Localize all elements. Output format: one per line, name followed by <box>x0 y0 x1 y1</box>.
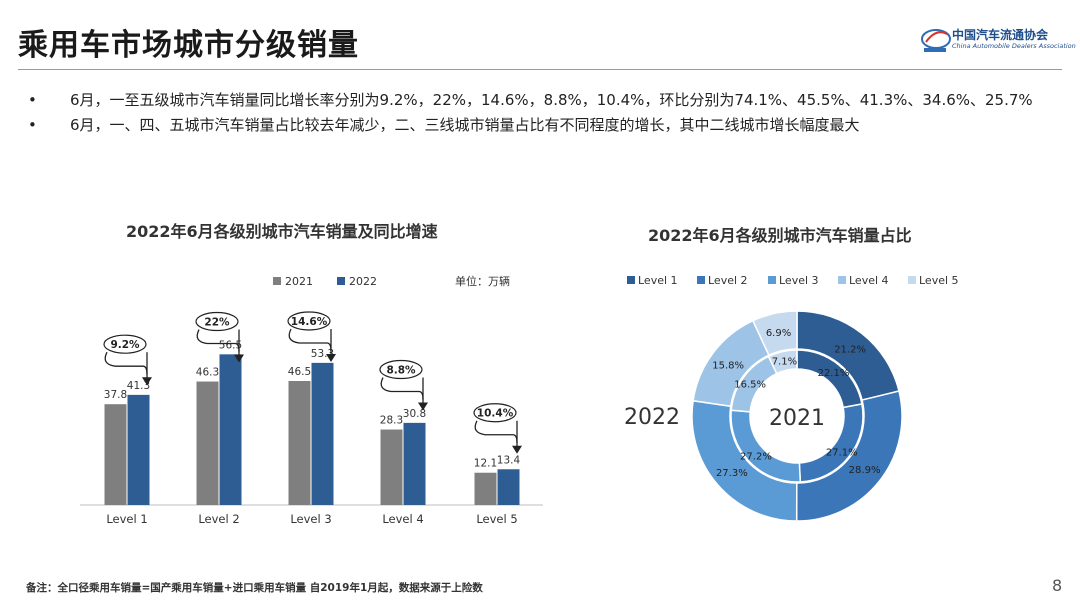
bar-2021 <box>380 429 403 505</box>
bullet-symbol: • <box>28 91 37 109</box>
unit-label: 单位：万辆 <box>455 274 510 288</box>
growth-arrow-head <box>234 354 244 363</box>
growth-arrow-curve <box>104 351 148 375</box>
logo-text-cn: 中国汽车流通协会 <box>952 28 1049 42</box>
bar-2022 <box>219 354 242 505</box>
x-tick-label: Level 1 <box>106 512 147 526</box>
bar-2021 <box>196 381 219 505</box>
bar-2022 <box>311 362 334 505</box>
inner-ring-slice-label: 16.5% <box>734 380 766 391</box>
growth-ellipse <box>379 359 423 380</box>
bullet-list: • 6月，一至五级城市汽车销量同比增长率分别为9.2%，22%，14.6%，8.… <box>18 88 1058 138</box>
bar-value-label-2022: 13.4 <box>497 454 521 466</box>
footnote: 备注：全口径乘用车销量=国产乘用车销量+进口乘用车销量 自2019年1月起，数据… <box>26 582 483 594</box>
bar-2022 <box>497 469 520 505</box>
inner-ring-slice-label: 27.2% <box>740 452 772 463</box>
donut-legend-swatch <box>908 276 916 284</box>
legend-label-2022: 2022 <box>349 275 377 288</box>
bar-value-label-2021: 46.3 <box>196 367 219 379</box>
bar-2022 <box>127 394 150 505</box>
logo-text-en: China Automobile Dealers Association <box>952 42 1076 50</box>
donut-legend-label: Level 2 <box>708 274 748 287</box>
bullet-symbol: • <box>28 116 37 134</box>
x-tick-label: Level 4 <box>382 512 423 526</box>
growth-ellipse <box>473 403 517 423</box>
donut-chart-title: 2022年6月各级别城市汽车销量占比 <box>648 226 912 245</box>
legend-swatch-2022 <box>337 277 345 285</box>
growth-ellipse <box>195 311 239 332</box>
donut-legend-label: Level 4 <box>849 274 889 287</box>
outer-ring-slice-label: 21.2% <box>834 344 866 355</box>
outer-ring-slice-label: 28.9% <box>849 465 881 476</box>
outer-ring-slice <box>751 310 798 357</box>
growth-ellipse <box>103 334 147 354</box>
outer-ring-slice <box>795 390 903 522</box>
bullet-text: 6月，一至五级城市汽车销量同比增长率分别为9.2%，22%，14.6%，8.8%… <box>70 91 1033 109</box>
inner-ring-slice-label: 7.1% <box>772 356 797 367</box>
growth-arrow-head <box>142 377 152 386</box>
inner-ring-slice-label: 27.1% <box>826 447 858 458</box>
cada-logo-icon <box>921 29 951 52</box>
bar-2021 <box>104 404 127 505</box>
x-tick-label: Level 2 <box>198 512 239 526</box>
growth-label: 14.6% <box>291 316 328 328</box>
growth-arrow-head <box>326 354 336 362</box>
header-divider <box>18 69 1062 70</box>
growth-label: 8.8% <box>386 365 416 377</box>
bar-chart-title: 2022年6月各级别城市汽车销量及同比增速 <box>126 222 438 241</box>
bar-value-label-2021: 28.3 <box>380 415 403 427</box>
donut-legend-label: Level 5 <box>919 274 959 287</box>
inner-ring-slice <box>767 349 798 375</box>
bar-2021 <box>474 472 497 505</box>
legend-label-2021: 2021 <box>285 275 313 288</box>
growth-label: 9.2% <box>110 339 140 351</box>
donut-legend-swatch <box>697 276 705 284</box>
bullet-item: • 6月，一至五级城市汽车销量同比增长率分别为9.2%，22%，14.6%，8.… <box>18 88 1058 113</box>
bar-value-label-2021: 12.1 <box>474 458 497 470</box>
bar-2021 <box>288 381 311 505</box>
growth-arrow-head <box>418 402 428 411</box>
growth-arrow-curve <box>474 420 518 443</box>
growth-arrow-head <box>512 445 522 454</box>
bullet-item: • 6月，一、四、五城市汽车销量占比较去年减少，二、三线城市销量占比有不同程度的… <box>18 113 1058 138</box>
inner-ring-year-label: 2021 <box>769 406 825 431</box>
donut-legend-swatch <box>768 276 776 284</box>
growth-arrow-curve <box>380 377 424 400</box>
donut-legend-label: Level 1 <box>638 274 678 287</box>
donut-legend-label: Level 3 <box>779 274 819 287</box>
legend-swatch-2021 <box>273 277 281 285</box>
page-number: 8 <box>1052 576 1063 595</box>
bar-value-label-2022: 41.3 <box>127 380 150 392</box>
outer-ring-year-label: 2022 <box>624 405 680 430</box>
donut-legend-swatch <box>627 276 635 284</box>
page-title: 乘用车市场城市分级销量 <box>18 28 359 63</box>
outer-ring-slice-label: 15.8% <box>712 361 744 372</box>
outer-ring-slice <box>691 399 798 522</box>
bar-value-label-2022: 30.8 <box>403 408 426 420</box>
x-tick-label: Level 5 <box>476 512 517 526</box>
bar-value-label-2021: 37.8 <box>104 389 127 401</box>
growth-ellipse <box>287 311 331 331</box>
donut-legend-swatch <box>838 276 846 284</box>
bar-value-label-2021: 46.5 <box>288 366 311 378</box>
inner-ring-slice-label: 22.1% <box>818 368 850 379</box>
growth-label: 10.4% <box>477 408 514 420</box>
outer-ring-slice-label: 6.9% <box>766 328 791 339</box>
growth-label: 22% <box>204 317 230 329</box>
outer-ring-slice-label: 27.3% <box>716 468 748 479</box>
bar-2022 <box>403 422 426 505</box>
bullet-text: 6月，一、四、五城市汽车销量占比较去年减少，二、三线城市销量占比有不同程度的增长… <box>70 116 860 134</box>
x-tick-label: Level 3 <box>290 512 331 526</box>
bar-value-label-2022: 56.5 <box>219 339 242 351</box>
